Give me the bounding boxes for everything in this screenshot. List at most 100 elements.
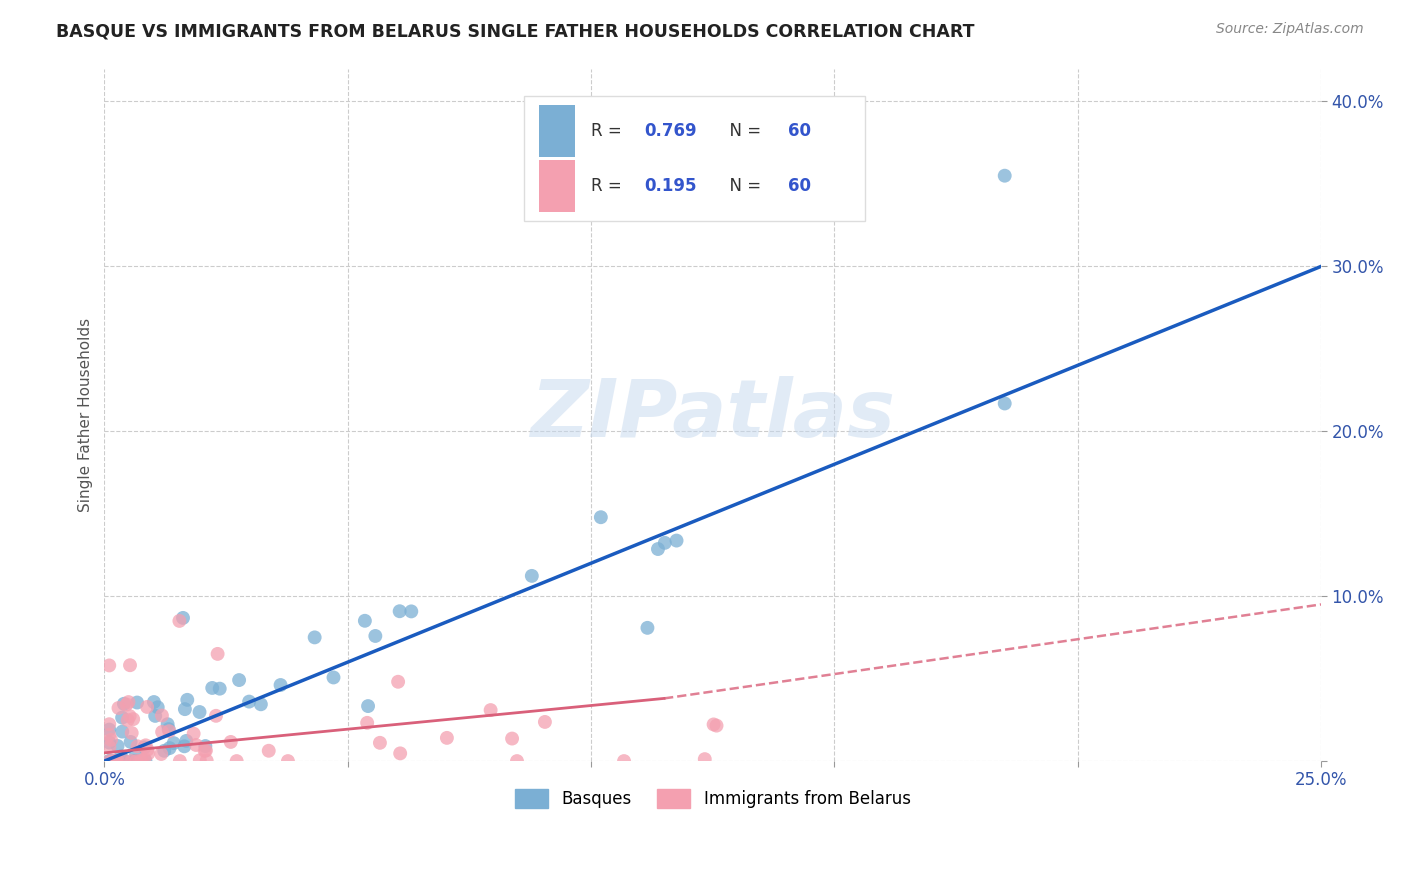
Legend: Basques, Immigrants from Belarus: Basques, Immigrants from Belarus	[508, 782, 917, 815]
Point	[98, 717, 121, 731]
Point	[159, 741, 181, 756]
Point	[98, 723, 121, 737]
Point	[118, 709, 141, 723]
Point	[118, 658, 141, 673]
Text: 60: 60	[789, 177, 811, 195]
Point	[103, 754, 125, 768]
Bar	[538, 105, 575, 157]
FancyBboxPatch shape	[524, 96, 865, 221]
Point	[112, 697, 135, 711]
Point	[117, 695, 139, 709]
Point	[654, 536, 676, 550]
Point	[98, 739, 121, 754]
Point	[134, 754, 156, 768]
Point	[110, 749, 132, 764]
Point	[183, 726, 205, 740]
Point	[98, 754, 121, 768]
Point	[356, 715, 378, 730]
Point	[108, 754, 131, 768]
Point	[115, 698, 138, 712]
Point	[129, 754, 152, 768]
Point	[98, 658, 121, 673]
Point	[520, 569, 543, 583]
Point	[98, 754, 121, 768]
Point	[665, 533, 688, 548]
Bar	[538, 160, 575, 212]
Point	[238, 695, 260, 709]
Point	[172, 611, 194, 625]
Point	[169, 614, 191, 628]
Point	[994, 169, 1017, 183]
Point	[136, 747, 159, 761]
Point	[354, 614, 377, 628]
Point	[706, 718, 728, 732]
Point	[436, 731, 458, 745]
Point	[111, 754, 134, 768]
Point	[107, 739, 129, 753]
Point	[176, 734, 198, 748]
Point	[270, 678, 292, 692]
Point	[357, 699, 380, 714]
Text: N =: N =	[718, 122, 766, 140]
Point	[613, 754, 636, 768]
Point	[127, 739, 149, 754]
Point	[98, 728, 121, 742]
Point	[111, 724, 134, 739]
Point	[125, 754, 148, 768]
Point	[208, 681, 231, 696]
Text: R =: R =	[591, 122, 627, 140]
Point	[534, 714, 557, 729]
Point	[136, 743, 159, 757]
Point	[107, 754, 129, 768]
Y-axis label: Single Father Households: Single Father Households	[79, 318, 93, 512]
Point	[120, 735, 142, 749]
Point	[124, 754, 146, 768]
Point	[100, 732, 122, 747]
Point	[157, 722, 180, 736]
Point	[188, 753, 211, 767]
Point	[401, 604, 423, 618]
Point	[195, 754, 218, 768]
Point	[136, 700, 159, 714]
Point	[125, 747, 148, 761]
Point	[131, 754, 153, 768]
Text: BASQUE VS IMMIGRANTS FROM BELARUS SINGLE FATHER HOUSEHOLDS CORRELATION CHART: BASQUE VS IMMIGRANTS FROM BELARUS SINGLE…	[56, 22, 974, 40]
Point	[98, 754, 121, 768]
Point	[205, 708, 228, 723]
Point	[250, 698, 273, 712]
Point	[143, 709, 166, 723]
Point	[188, 705, 211, 719]
Point	[368, 736, 391, 750]
Point	[479, 703, 502, 717]
Point	[304, 631, 326, 645]
Point	[98, 754, 121, 768]
Point	[506, 754, 529, 768]
Point	[163, 736, 186, 750]
Point	[194, 739, 217, 753]
Point	[127, 696, 149, 710]
Text: N =: N =	[718, 177, 766, 195]
Point	[647, 542, 669, 557]
Point	[176, 693, 198, 707]
Point	[174, 702, 197, 716]
Point	[994, 396, 1017, 410]
Point	[364, 629, 387, 643]
Point	[101, 754, 124, 768]
Point	[150, 747, 173, 761]
Text: Source: ZipAtlas.com: Source: ZipAtlas.com	[1216, 22, 1364, 37]
Text: 0.769: 0.769	[644, 122, 697, 140]
Point	[387, 674, 409, 689]
Point	[194, 743, 217, 757]
Point	[219, 735, 242, 749]
Point	[117, 713, 139, 727]
Point	[122, 712, 145, 726]
Point	[225, 754, 247, 768]
Point	[114, 754, 136, 768]
Text: ZIPatlas: ZIPatlas	[530, 376, 896, 454]
Point	[228, 673, 250, 687]
Point	[169, 754, 191, 768]
Point	[693, 752, 716, 766]
Point	[153, 744, 176, 758]
Point	[111, 710, 134, 724]
Point	[184, 738, 207, 752]
